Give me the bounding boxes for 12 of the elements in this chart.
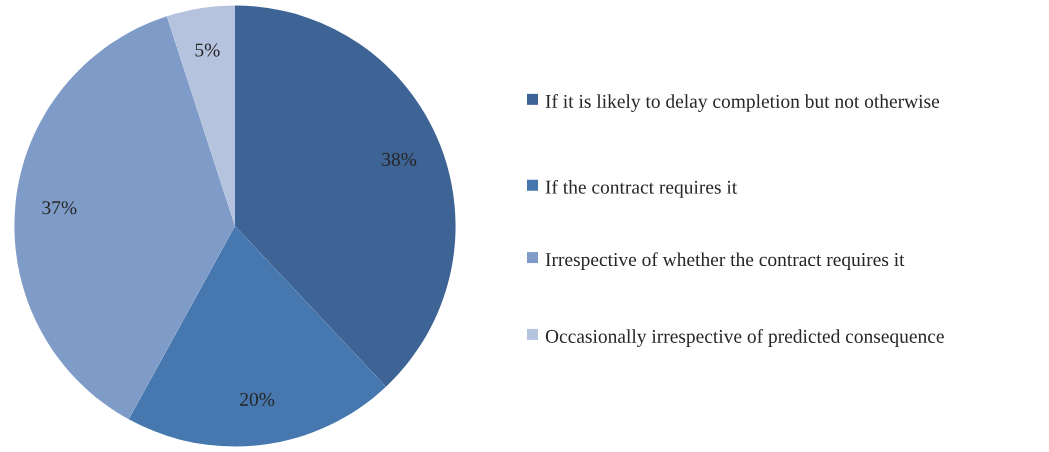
pie-slice bbox=[128, 226, 386, 447]
legend-label: If the contract requires it bbox=[545, 179, 738, 198]
pie-slice bbox=[235, 5, 456, 387]
data-label: 38% bbox=[382, 152, 417, 166]
legend-label: Irrespective of whether the contract requires it bbox=[545, 252, 905, 271]
legend-label: Occasionally irrespective of predicted consequence bbox=[545, 329, 944, 347]
pie-slice bbox=[14, 16, 235, 420]
pie-slice bbox=[166, 5, 235, 226]
data-label: 20% bbox=[240, 392, 275, 407]
legend-label: If it is likely to delay completion but not otherwise bbox=[545, 94, 940, 112]
data-label: 37% bbox=[42, 201, 77, 215]
data-label: 5% bbox=[195, 43, 220, 57]
